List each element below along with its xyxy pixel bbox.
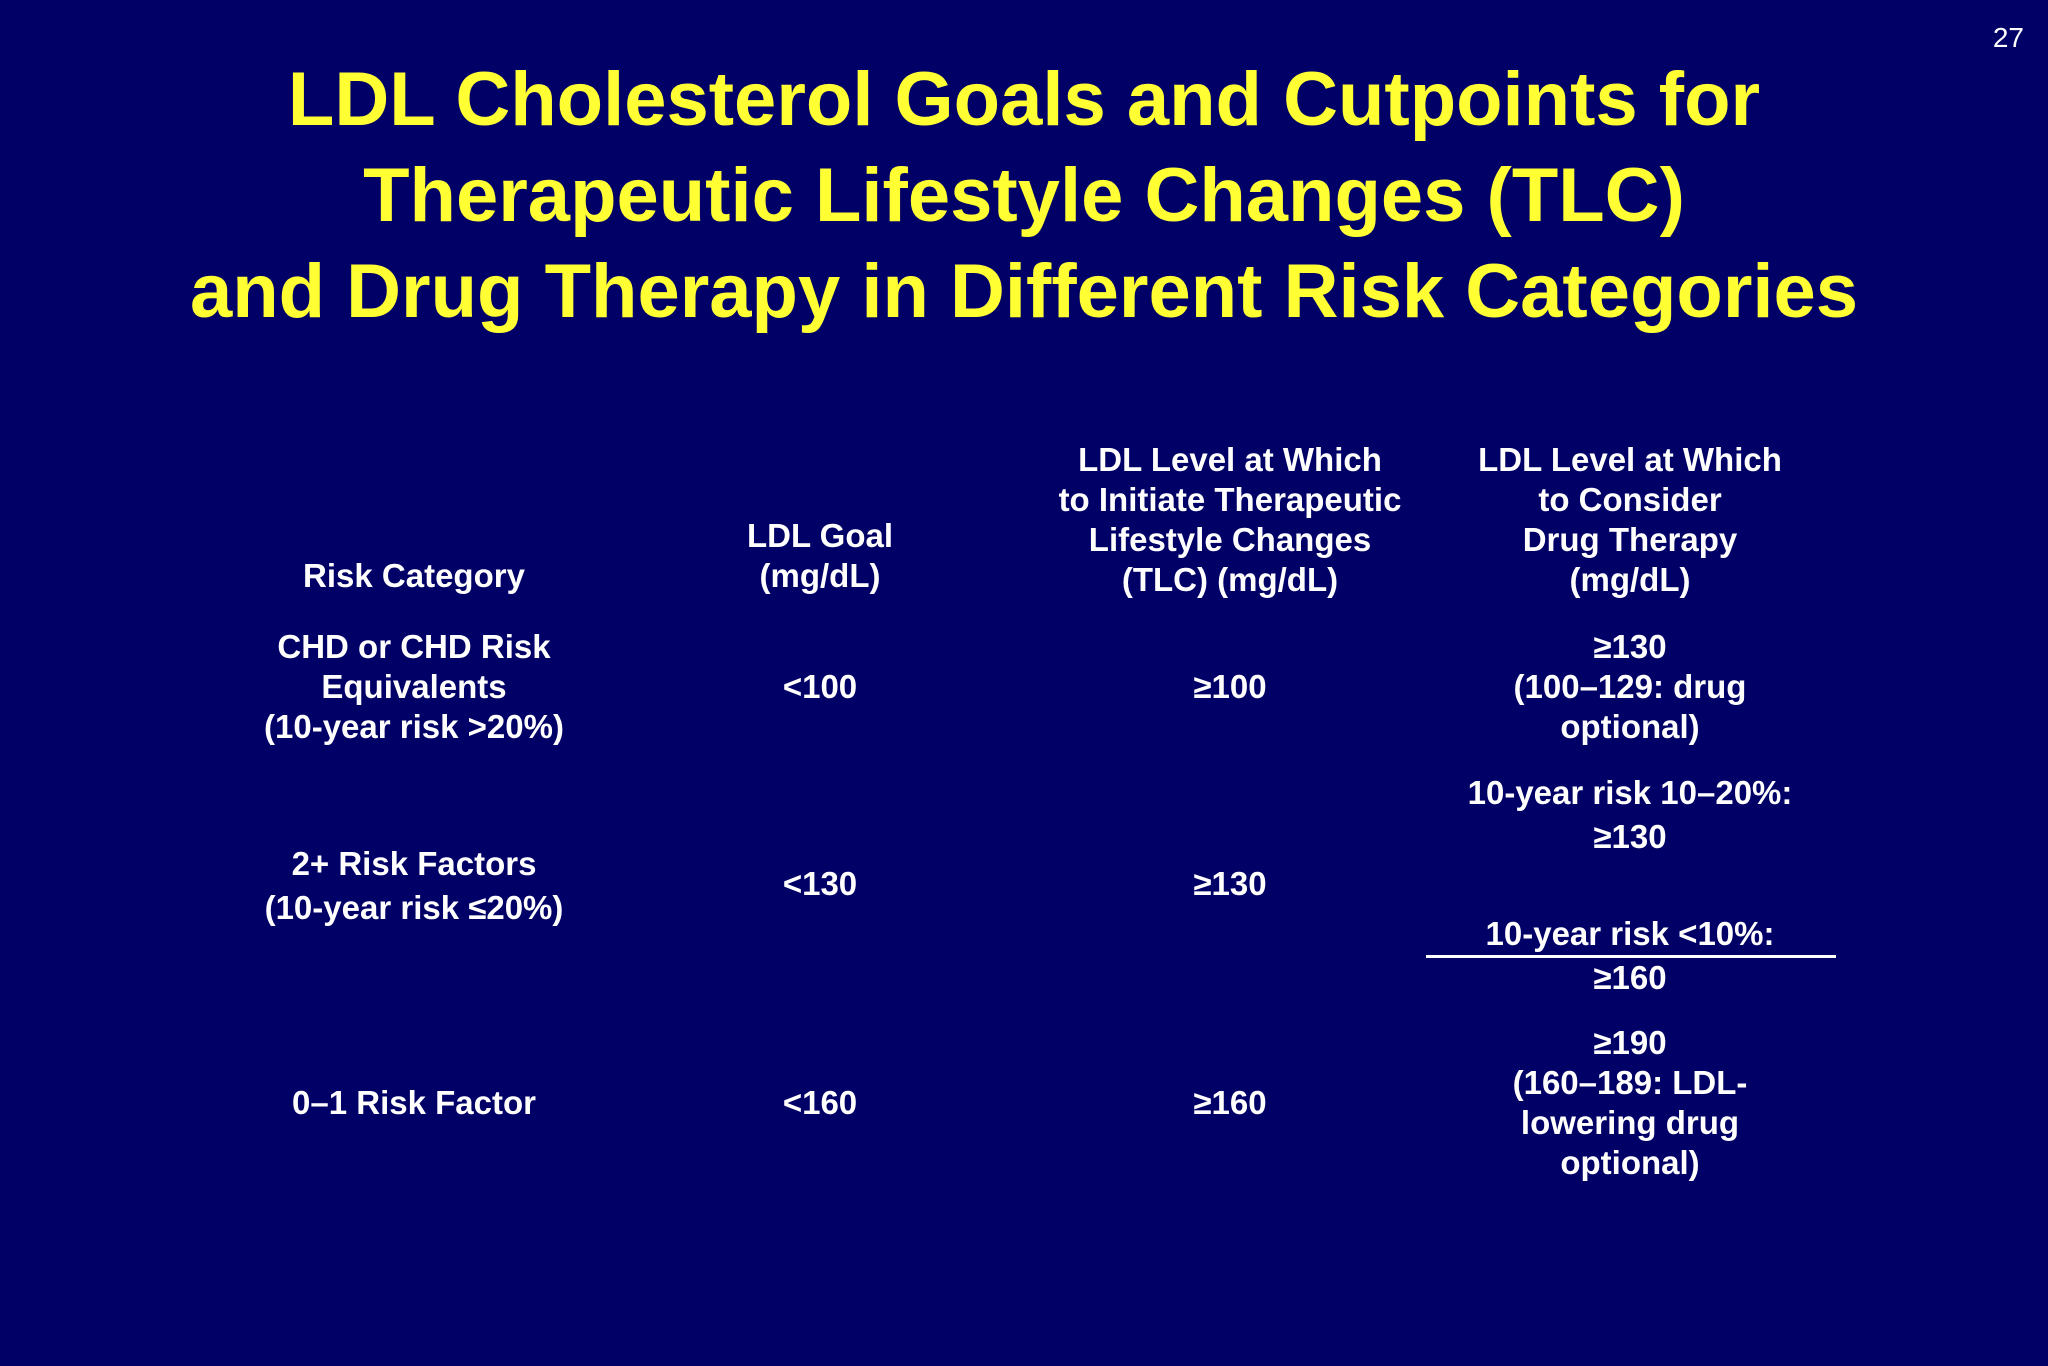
drug-line: ≥190 — [1593, 1024, 1667, 1061]
row-01-drug: ≥190 (160–189: LDL- lowering drug option… — [1420, 1023, 1840, 1183]
header-line: LDL Level at Which — [1078, 441, 1382, 478]
category-line: 2+ Risk Factors — [291, 845, 537, 882]
title-line: and Drug Therapy in Different Risk Categ… — [189, 249, 1859, 334]
title-line: LDL Cholesterol Goals and Cutpoints for — [287, 57, 1761, 142]
row-chd-goal: <100 — [782, 668, 858, 705]
row-chd-drug: ≥130 (100–129: drug optional) — [1420, 627, 1840, 747]
category-line: (10-year risk ≤20%) — [264, 889, 564, 926]
header-line: LDL Level at Which — [1478, 441, 1782, 478]
header-ldl-goal: LDL Goal (mg/dL) — [670, 516, 970, 596]
drug-line: ≥160 — [1593, 959, 1667, 996]
drug-divider — [1426, 955, 1836, 958]
category-line: (10-year risk >20%) — [264, 708, 564, 745]
drug-line: ≥130 — [1593, 628, 1667, 665]
header-line: Lifestyle Changes — [1088, 521, 1372, 558]
row-chd-category: CHD or CHD Risk Equivalents (10-year ris… — [214, 627, 614, 747]
category-line: Equivalents — [321, 668, 507, 705]
row-01-tlc: ≥160 — [1193, 1084, 1267, 1121]
header-line: Risk Category — [303, 557, 525, 594]
header-line: to Initiate Therapeutic — [1058, 481, 1402, 518]
header-drug-level: LDL Level at Which to Consider Drug Ther… — [1420, 440, 1840, 600]
header-line: to Consider — [1538, 481, 1722, 518]
drug-line: optional) — [1560, 708, 1700, 745]
drug-line: (100–129: drug — [1513, 668, 1747, 705]
drug-line: optional) — [1560, 1144, 1700, 1181]
header-line: LDL Goal — [746, 517, 894, 554]
row-2plus-tlc: ≥130 — [1193, 865, 1267, 902]
row-01-goal: <160 — [782, 1084, 858, 1121]
drug-line: 10-year risk <10%: — [1485, 915, 1775, 952]
slide-title: LDL Cholesterol Goals and Cutpoints for … — [0, 52, 2048, 340]
slide-number: 27 — [1992, 22, 2024, 53]
row-01-category: 0–1 Risk Factor — [214, 1083, 614, 1123]
header-tlc-level: LDL Level at Which to Initiate Therapeut… — [1010, 440, 1450, 600]
row-2plus-drug-high: 10-year risk 10–20%: ≥130 — [1420, 771, 1840, 859]
header-line: (TLC) (mg/dL) — [1121, 561, 1339, 598]
drug-line: lowering drug — [1520, 1104, 1740, 1141]
row-2plus-drug-low: 10-year risk <10%: ≥160 — [1420, 912, 1840, 1000]
category-line: 0–1 Risk Factor — [292, 1084, 536, 1121]
row-2plus-category: 2+ Risk Factors (10-year risk ≤20%) — [214, 842, 614, 930]
category-line: CHD or CHD Risk — [277, 628, 551, 665]
row-2plus-goal: <130 — [782, 865, 858, 902]
title-line: Therapeutic Lifestyle Changes (TLC) — [363, 153, 1685, 238]
header-line: (mg/dL) — [759, 557, 881, 594]
row-chd-tlc: ≥100 — [1193, 668, 1267, 705]
header-line: Drug Therapy — [1522, 521, 1738, 558]
header-risk-category: Risk Category — [214, 556, 614, 596]
drug-line: (160–189: LDL- — [1512, 1064, 1748, 1101]
header-line: (mg/dL) — [1569, 561, 1691, 598]
drug-line: 10-year risk 10–20%: — [1467, 774, 1793, 811]
drug-line: ≥130 — [1593, 818, 1667, 855]
